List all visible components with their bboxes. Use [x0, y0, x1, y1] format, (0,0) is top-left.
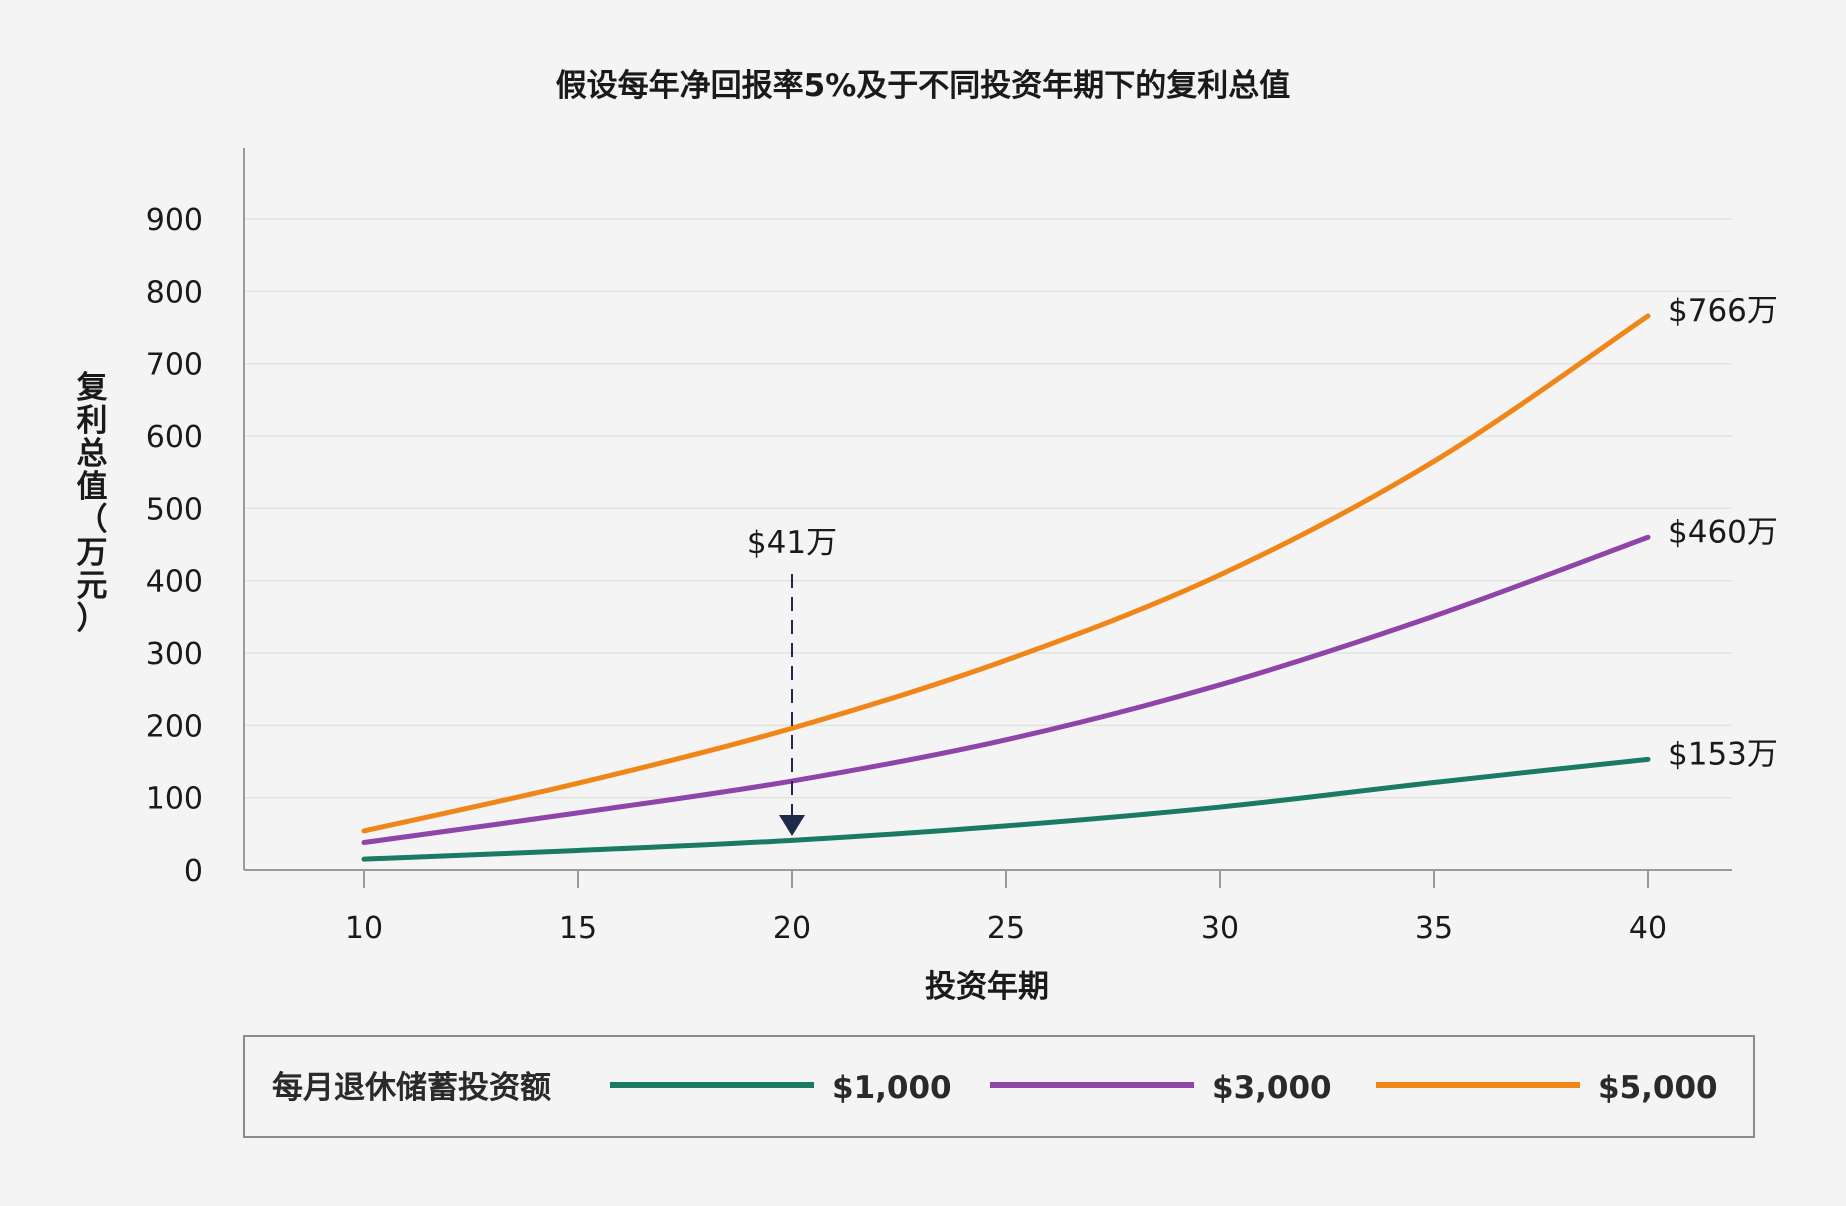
y-tick-label: 700	[146, 348, 203, 383]
y-axis-label-char: （	[77, 502, 108, 538]
y-axis-label-char: 复	[77, 370, 108, 406]
series-end-label: $153万	[1668, 736, 1778, 772]
legend-title: 每月退休储蓄投资额	[272, 1070, 551, 1106]
series-end-label: $766万	[1668, 293, 1778, 329]
x-tick-label: 40	[1629, 911, 1667, 946]
x-tick-label: 30	[1201, 911, 1239, 946]
grid-lines	[244, 218, 1732, 799]
x-tick-labels: 10 15 20 25 30 35 40	[345, 911, 1667, 946]
y-tick-label: 400	[146, 565, 203, 600]
y-axis-label-char: 利	[77, 403, 108, 439]
series-end-labels: $153万 $460万 $766万	[1668, 293, 1778, 772]
y-tick-label: 800	[146, 275, 203, 310]
legend: 每月退休储蓄投资额 $1,000 $3,000 $5,000	[243, 1035, 1755, 1138]
legend-box	[243, 1035, 1755, 1138]
y-axis-label-char: 万	[77, 535, 108, 571]
x-tick-label: 25	[987, 911, 1025, 946]
y-tick-label: 0	[184, 854, 203, 889]
y-tick-label: 900	[146, 203, 203, 238]
x-tick-label: 35	[1415, 911, 1453, 946]
annotation-label: $41万	[747, 525, 837, 561]
y-axis-label-char: 元	[77, 568, 108, 604]
series-line-2	[361, 534, 1651, 846]
y-tick-label: 200	[146, 709, 203, 744]
legend-label: $3,000	[1212, 1070, 1332, 1106]
x-tick-label: 20	[773, 911, 811, 946]
y-axis-label-char: 值	[77, 469, 108, 505]
y-tick-label: 600	[146, 420, 203, 455]
annotation: $41万	[747, 525, 837, 836]
y-axis-label: 复利总值（万元）	[77, 370, 108, 637]
x-tick-label: 15	[559, 911, 597, 946]
axes	[243, 148, 1732, 888]
y-axis-label-char: 总	[77, 436, 108, 472]
series-line-1	[361, 756, 1651, 862]
annotation-arrowhead	[779, 815, 805, 836]
series-lines	[361, 313, 1651, 862]
series-line-3	[361, 313, 1651, 834]
legend-label: $5,000	[1598, 1070, 1718, 1106]
x-tick-label: 10	[345, 911, 383, 946]
y-tick-label: 300	[146, 637, 203, 672]
x-axis-label: 投资年期	[925, 969, 1049, 1005]
y-tick-label: 100	[146, 782, 203, 817]
y-tick-label: 500	[146, 492, 203, 527]
chart-title: 假设每年净回报率5%及于不同投资年期下的复利总值	[556, 68, 1291, 104]
y-tick-labels: 0 100 200 300 400 500 600 700 800 900	[146, 203, 203, 889]
y-axis-label-char: ）	[77, 601, 108, 637]
series-end-label: $460万	[1668, 514, 1778, 550]
legend-label: $1,000	[832, 1070, 952, 1106]
legend-items: $1,000 $3,000 $5,000	[610, 1070, 1718, 1106]
